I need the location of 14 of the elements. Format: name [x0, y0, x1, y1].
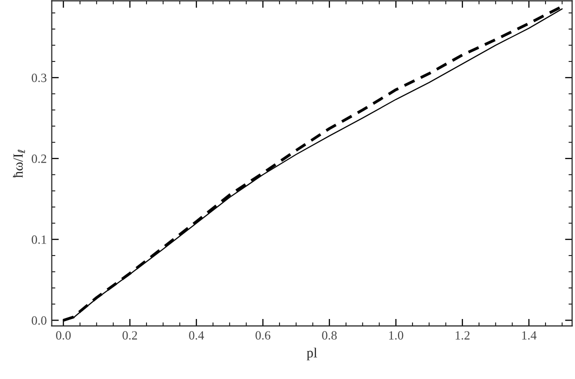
y-axis-title: ħω/I$_{ℓ}$ — [13, 150, 26, 178]
x-tick-label: 0.2 — [122, 331, 138, 340]
y-tick-label: 0.1 — [32, 235, 46, 244]
x-tick-label: 1.2 — [456, 331, 470, 340]
y-tick-label: 0.0 — [32, 316, 46, 325]
x-tick-label: 1.4 — [522, 331, 537, 340]
x-tick-label: 0.0 — [56, 331, 71, 340]
x-tick-label: 0.8 — [322, 331, 337, 340]
x-tick-label: 1.0 — [389, 331, 404, 340]
x-tick-label: 0.6 — [256, 331, 270, 340]
y-tick-label: 0.3 — [32, 74, 46, 82]
x-tick-label: 0.4 — [189, 331, 204, 340]
x-axis-title: pl — [306, 348, 318, 360]
y-tick-label: 0.2 — [32, 154, 46, 164]
